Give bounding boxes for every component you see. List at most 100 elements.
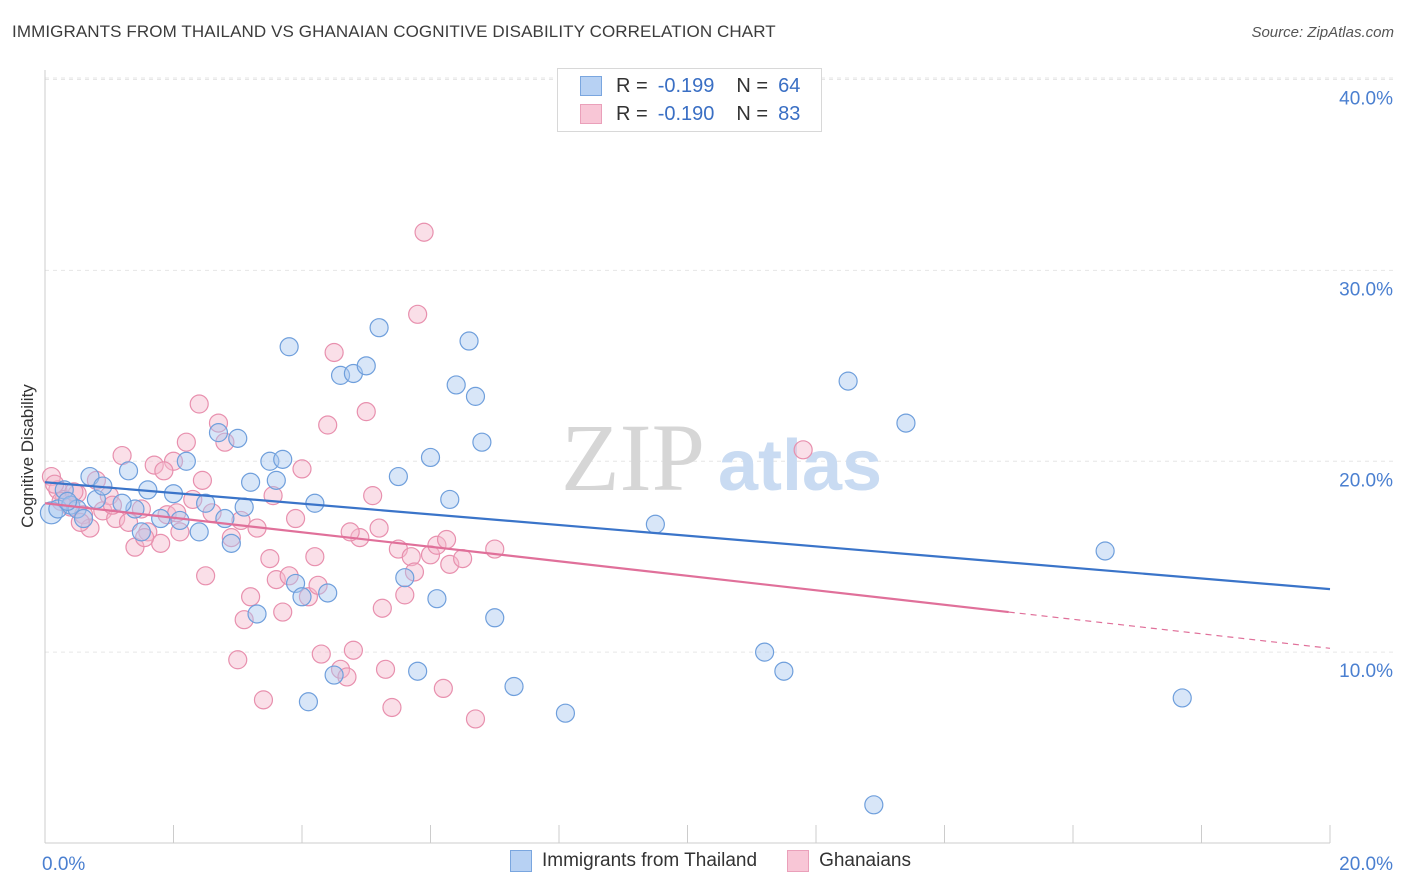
thailand-point-48: [485, 608, 505, 628]
legend-item-ghanaians: Ghanaians: [787, 850, 911, 872]
ghanaians-point-72: [134, 528, 155, 548]
thailand-point-21: [228, 428, 248, 448]
thailand-point-28: [279, 337, 299, 357]
ghanaians-point-6: [80, 518, 100, 538]
thailand-r-value: -0.199: [657, 74, 715, 97]
ghanaians-point-15: [138, 522, 158, 542]
x-tick-label-0: 0.0%: [42, 854, 85, 875]
thailand-point-24: [247, 604, 267, 624]
ghanaians-point-44: [324, 342, 344, 363]
ghanaians-point-31: [241, 587, 261, 607]
watermark-zip: ZIP: [561, 404, 705, 511]
thailand-point-31: [298, 692, 319, 712]
thailand-point-13: [151, 508, 171, 529]
stats-row-ghanaians: R = -0.190 N = 83: [580, 100, 800, 128]
series-ghanaians: [41, 222, 813, 729]
watermark: ZIP atlas: [561, 404, 882, 511]
ghanaians-trend-line: [44, 502, 1009, 614]
stats-legend: R = -0.199 N = 64 R = -0.190 N = 83: [557, 68, 822, 132]
ghanaians-r-value: -0.190: [657, 102, 715, 125]
ghanaians-point-34: [260, 549, 280, 569]
thailand-point-20: [221, 533, 241, 553]
thailand-point-45: [459, 331, 479, 351]
thailand-point-46: [465, 386, 486, 406]
ghanaians-point-28: [221, 528, 241, 548]
thailand-point-42: [427, 589, 447, 609]
thailand-point-15: [176, 451, 196, 471]
y-tick-label-0: 10.0%: [1339, 661, 1393, 682]
ghanaians-point-47: [343, 640, 363, 660]
ghanaians-point-79: [372, 598, 392, 618]
thailand-point-17: [196, 493, 216, 513]
ghanaians-point-36: [273, 602, 293, 622]
thailand-swatch: [580, 76, 602, 96]
thailand-point-18: [208, 423, 229, 443]
thailand-point-47: [472, 432, 492, 452]
watermark-atlas: atlas: [718, 426, 882, 506]
thailand-trend-line: [44, 481, 1331, 591]
ghanaians-swatch: [580, 104, 602, 124]
ghanaians-point-64: [465, 709, 486, 729]
thailand-point-55: [838, 371, 858, 391]
ghanaians-point-43: [318, 415, 338, 435]
ghanaians-point-74: [192, 470, 213, 490]
thailand-point-30: [292, 587, 312, 607]
y-tick-label-3: 40.0%: [1339, 89, 1393, 110]
thailand-point-41: [420, 447, 441, 468]
ghanaians-point-17: [151, 533, 171, 553]
ghanaians-n-value: 83: [778, 102, 801, 125]
ghanaians-point-77: [308, 575, 328, 595]
ghanaians-point-58: [414, 222, 434, 242]
ghanaians-point-66: [793, 440, 813, 460]
ghanaians-point-57: [408, 304, 428, 324]
thailand-n-value: 64: [778, 74, 801, 97]
thailand-point-61: [170, 510, 190, 531]
ghanaians-point-42: [311, 644, 331, 664]
ghanaians-point-37: [279, 566, 299, 586]
ghanaians-point-56: [401, 547, 421, 567]
ghanaians-point-61: [433, 678, 453, 699]
ghanaians-n-label: N =: [736, 102, 769, 125]
ghanaians-point-27: [215, 432, 235, 452]
ghanaians-point-81: [436, 529, 457, 550]
thailand-point-62: [57, 491, 78, 511]
source-label: Source: ZipAtlas.com: [1251, 24, 1394, 41]
y-tick-label-2: 30.0%: [1339, 279, 1393, 300]
axes: [44, 70, 1331, 844]
thailand-point-22: [234, 497, 254, 517]
legend-label-ghanaians: Ghanaians: [819, 850, 911, 871]
thailand-point-27: [273, 449, 293, 469]
thailand-point-16: [189, 522, 209, 542]
thailand-point-40: [408, 661, 428, 681]
thailand-point-57: [896, 413, 916, 433]
thailand-point-59: [1172, 688, 1192, 708]
ghanaians-point-49: [356, 402, 376, 422]
ghanaians-trend-extension: [1008, 611, 1331, 649]
grid-lines: [45, 77, 1395, 653]
ghanaians-point-23: [189, 394, 209, 414]
series-legend: Immigrants from Thailand Ghanaians: [510, 850, 941, 872]
thailand-point-37: [369, 318, 389, 338]
thailand-point-9: [118, 461, 139, 481]
thailand-point-50: [555, 703, 576, 723]
series-thailand: [39, 108, 1192, 815]
ghanaians-point-24: [196, 566, 216, 586]
ghanaians-point-52: [375, 659, 396, 679]
thailand-n-label: N =: [736, 74, 769, 97]
thailand-point-43: [440, 489, 460, 510]
thailand-point-54: [774, 661, 794, 681]
ghanaians-point-38: [285, 508, 306, 529]
thailand-point-44: [446, 375, 466, 395]
ghanaians-point-53: [382, 697, 402, 718]
thailand-point-26: [266, 470, 286, 490]
ghanaians-point-39: [292, 459, 312, 479]
ghanaians-point-80: [404, 562, 425, 582]
legend-swatch-thailand: [510, 850, 532, 872]
thailand-point-49: [504, 676, 524, 697]
thailand-point-52: [645, 514, 665, 534]
thailand-point-38: [388, 466, 408, 487]
ghanaians-point-21: [176, 432, 196, 452]
stats-row-thailand: R = -0.199 N = 64: [580, 72, 800, 100]
ghanaians-point-20: [170, 522, 190, 542]
